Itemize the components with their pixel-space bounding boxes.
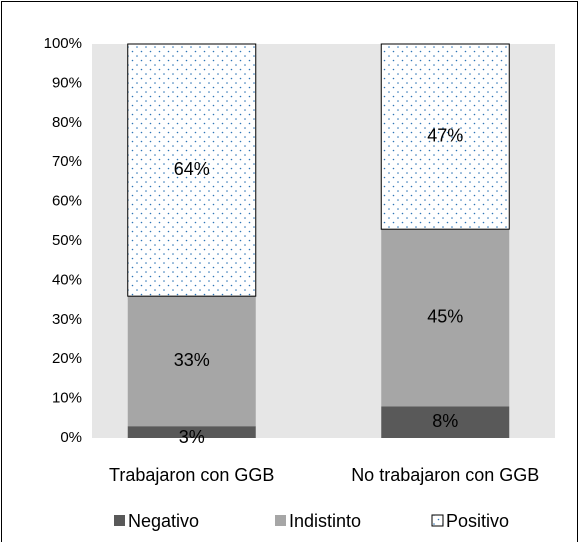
data-label: 47% [427, 125, 463, 145]
bar-segment [127, 296, 256, 427]
y-tick-label: 60% [52, 193, 82, 210]
y-tick-label: 90% [52, 74, 82, 91]
bar-segment [127, 426, 256, 438]
data-label: 8% [432, 411, 458, 431]
x-label-box: Trabajaron con GGB [109, 465, 275, 485]
bar-segment [381, 406, 510, 438]
y-tick-label: 40% [52, 271, 82, 288]
legend-swatch [431, 514, 444, 527]
data-label: 64% [174, 159, 210, 179]
y-tick-label: 30% [52, 311, 82, 328]
legend-swatch [114, 515, 125, 526]
data-label: 45% [427, 307, 463, 327]
x-label-box: No trabajaron con GGB [351, 465, 540, 485]
legend-swatch [275, 515, 286, 526]
data-label: 3% [179, 427, 205, 447]
y-tick-label: 10% [52, 390, 82, 407]
bar-segment [380, 43, 510, 230]
legend-text: Negativo [128, 511, 199, 531]
bar-segment [381, 229, 510, 407]
legend-text: Indistinto [289, 511, 361, 531]
y-tick-label: 100% [44, 35, 82, 52]
y-tick-label: 50% [52, 232, 82, 249]
bar-segment [127, 43, 257, 297]
x-tick-label: No trabajaron con GGB [351, 465, 540, 485]
data-label: 33% [174, 350, 210, 370]
y-tick-label: 80% [52, 114, 82, 131]
y-tick-label: 0% [60, 429, 82, 446]
x-tick-label: Trabajaron con GGB [109, 465, 275, 485]
y-tick-label: 70% [52, 153, 82, 170]
y-tick-label: 20% [52, 350, 82, 367]
legend-text: Positivo [446, 511, 509, 531]
